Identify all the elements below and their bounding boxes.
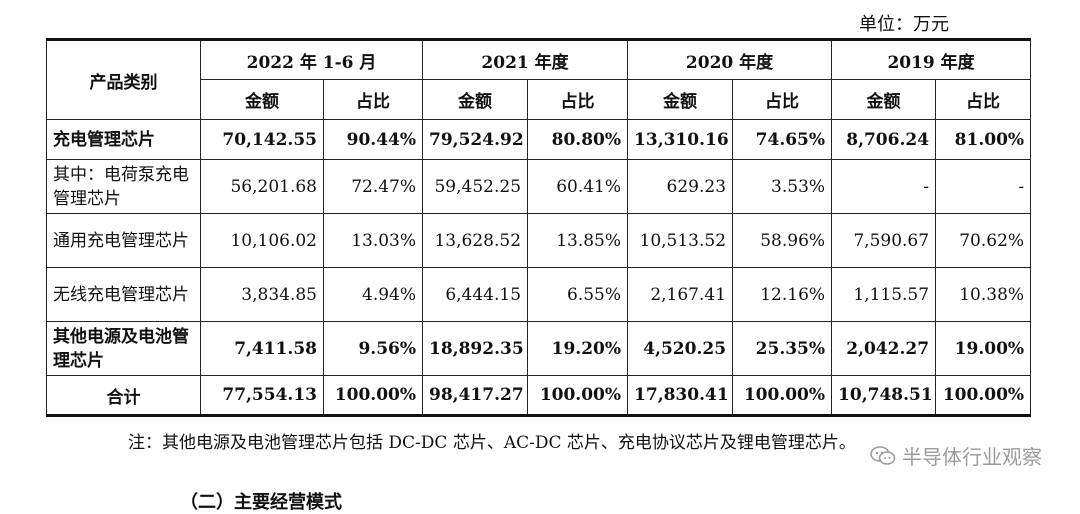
header-period: 2022 年 1-6 月	[199, 39, 424, 80]
table-footnote: 注：其他电源及电池管理芯片包括 DC-DC 芯片、AC-DC 芯片、充电协议芯片…	[128, 433, 856, 453]
header-ratio: 占比	[322, 79, 424, 120]
table-cell: 18,892.35	[422, 321, 529, 376]
table-cell: 3,834.85	[200, 267, 324, 322]
unit-label: 单位：万元	[859, 14, 949, 35]
table-cell: 60.41%	[527, 159, 629, 214]
table-cell: 81.00%	[935, 119, 1032, 160]
table-cell: 8,706.24	[831, 119, 937, 160]
table-cell: 58.96%	[732, 213, 833, 268]
header-ratio: 占比	[935, 79, 1032, 120]
table-row: 其他电源及电池管理芯片 7,411.58 9.56% 18,892.35 19.…	[46, 321, 1032, 376]
table-cell: 72.47%	[322, 159, 424, 214]
table-cell: 100.00%	[322, 375, 424, 416]
table-cell: 19.20%	[527, 321, 629, 376]
table-cell: 13,628.52	[422, 213, 529, 268]
table-cell: -	[935, 159, 1032, 214]
table-cell: 79,524.92	[422, 119, 529, 160]
table-cell: 70.62%	[935, 213, 1032, 268]
table-cell: 59,452.25	[422, 159, 529, 214]
table-cell: 2,042.27	[831, 321, 937, 376]
row-label: 其他电源及电池管理芯片	[46, 321, 201, 376]
header-period: 2021 年度	[422, 39, 629, 80]
table-cell: 10,106.02	[200, 213, 324, 268]
header-period: 2019 年度	[831, 39, 1032, 80]
table-cell: 1,115.57	[831, 267, 937, 322]
table-cell: 98,417.27	[422, 375, 529, 416]
chat-bubble-icon	[870, 445, 896, 465]
table-cell: 4,520.25	[627, 321, 734, 376]
table-cell: 56,201.68	[200, 159, 324, 214]
row-label: 充电管理芯片	[46, 119, 201, 160]
table-cell: 12.16%	[732, 267, 833, 322]
watermark: 半导体行业观察	[870, 441, 1042, 470]
table-row: 通用充电管理芯片 10,106.02 13.03% 13,628.52 13.8…	[46, 213, 1032, 268]
table-cell: 80.80%	[527, 119, 629, 160]
table-cell: 2,167.41	[627, 267, 734, 322]
header-amount: 金额	[627, 79, 734, 120]
header-category: 产品类别	[46, 39, 201, 120]
header-amount: 金额	[200, 79, 324, 120]
table-cell: 100.00%	[935, 375, 1032, 416]
header-period: 2020 年度	[627, 39, 833, 80]
watermark-text: 半导体行业观察	[902, 445, 1042, 469]
table-cell: -	[831, 159, 937, 214]
table-cell: 6.55%	[527, 267, 629, 322]
table-cell: 17,830.41	[627, 375, 734, 416]
table-row: 充电管理芯片 70,142.55 90.44% 79,524.92 80.80%…	[46, 119, 1032, 160]
row-label: 通用充电管理芯片	[46, 213, 201, 268]
table-cell: 13.85%	[527, 213, 629, 268]
row-label: 其中：电荷泵充电管理芯片	[46, 159, 201, 214]
table-cell: 100.00%	[527, 375, 629, 416]
table-row: 其中：电荷泵充电管理芯片 56,201.68 72.47% 59,452.25 …	[46, 159, 1032, 214]
table-cell: 77,554.13	[200, 375, 324, 416]
next-section-heading: （二）主要经营模式	[180, 492, 342, 513]
table-cell: 25.35%	[732, 321, 833, 376]
header-ratio: 占比	[527, 79, 629, 120]
table-cell: 7,411.58	[200, 321, 324, 376]
header-amount: 金额	[422, 79, 529, 120]
table-cell: 3.53%	[732, 159, 833, 214]
table-cell: 100.00%	[732, 375, 833, 416]
table-row-total: 合计 77,554.13 100.00% 98,417.27 100.00% 1…	[46, 375, 1032, 416]
header-ratio: 占比	[732, 79, 833, 120]
table-cell: 10.38%	[935, 267, 1032, 322]
table-cell: 19.00%	[935, 321, 1032, 376]
table-cell: 13.03%	[322, 213, 424, 268]
table-cell: 9.56%	[322, 321, 424, 376]
header-amount: 金额	[831, 79, 937, 120]
table-cell: 74.65%	[732, 119, 833, 160]
table-row: 无线充电管理芯片 3,834.85 4.94% 6,444.15 6.55% 2…	[46, 267, 1032, 322]
row-label: 无线充电管理芯片	[46, 267, 201, 322]
table-cell: 629.23	[627, 159, 734, 214]
table-cell: 4.94%	[322, 267, 424, 322]
table-cell: 10,513.52	[627, 213, 734, 268]
table-cell: 90.44%	[322, 119, 424, 160]
table-cell: 13,310.16	[627, 119, 734, 160]
table-cell: 70,142.55	[200, 119, 324, 160]
table-cell: 6,444.15	[422, 267, 529, 322]
table-cell: 10,748.51	[831, 375, 937, 416]
table-cell: 7,590.67	[831, 213, 937, 268]
row-label: 合计	[46, 375, 201, 416]
product-revenue-table: 产品类别 2022 年 1-6 月 2021 年度 2020 年度 2019 年…	[46, 38, 1032, 417]
